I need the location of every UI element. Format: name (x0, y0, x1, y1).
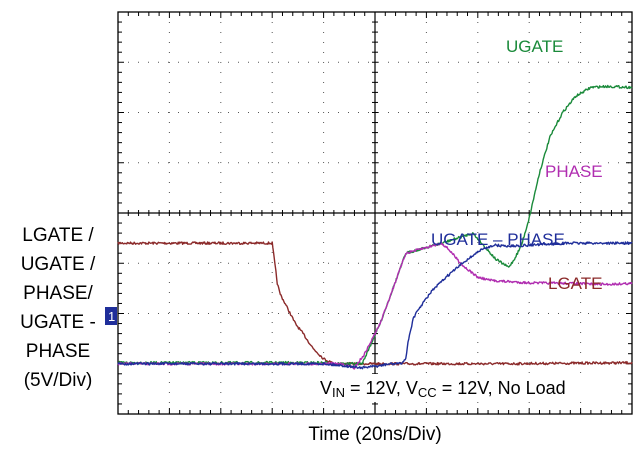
annotation-text: = 12V, V (345, 378, 418, 398)
y-axis-label-line-6: (5V/Div) (23, 370, 93, 391)
trace-ugate-phase (117, 241, 633, 370)
ground-marker: 1 (105, 307, 117, 325)
trace-layer (117, 84, 633, 370)
label-layer: UGATE PHASE UGATE – PHASE LGATE VIN = 12… (105, 37, 618, 402)
x-axis-label: Time (20ns/Div) (308, 424, 442, 445)
trace-phase (117, 242, 633, 370)
annotation-text: V (320, 378, 332, 398)
series-label-ugate: UGATE (506, 37, 563, 56)
ground-marker-label: 1 (108, 309, 115, 324)
series-label-lgate: LGATE (548, 274, 602, 293)
grid-layer (117, 11, 633, 415)
trace-ugate (117, 84, 633, 366)
y-axis-label-line-2: UGATE / (20, 254, 96, 275)
y-axis-label-line-5: PHASE (25, 341, 91, 362)
y-axis-label-line-1: LGATE / (22, 225, 94, 246)
conditions-annotation: VIN = 12V, VCC = 12V, No Load (320, 378, 566, 400)
series-label-phase: PHASE (545, 162, 603, 181)
annotation-background (316, 374, 618, 402)
annotation-subscript: IN (332, 385, 345, 400)
trace-lgate (117, 241, 633, 366)
annotation-text: = 12V, No Load (437, 378, 566, 398)
y-axis-label-line-4: UGATE - (20, 312, 96, 333)
y-axis-label-line-3: PHASE/ (23, 283, 93, 304)
series-label-ugate-minus-phase: UGATE – PHASE (431, 230, 565, 249)
annotation-subscript: CC (418, 385, 437, 400)
